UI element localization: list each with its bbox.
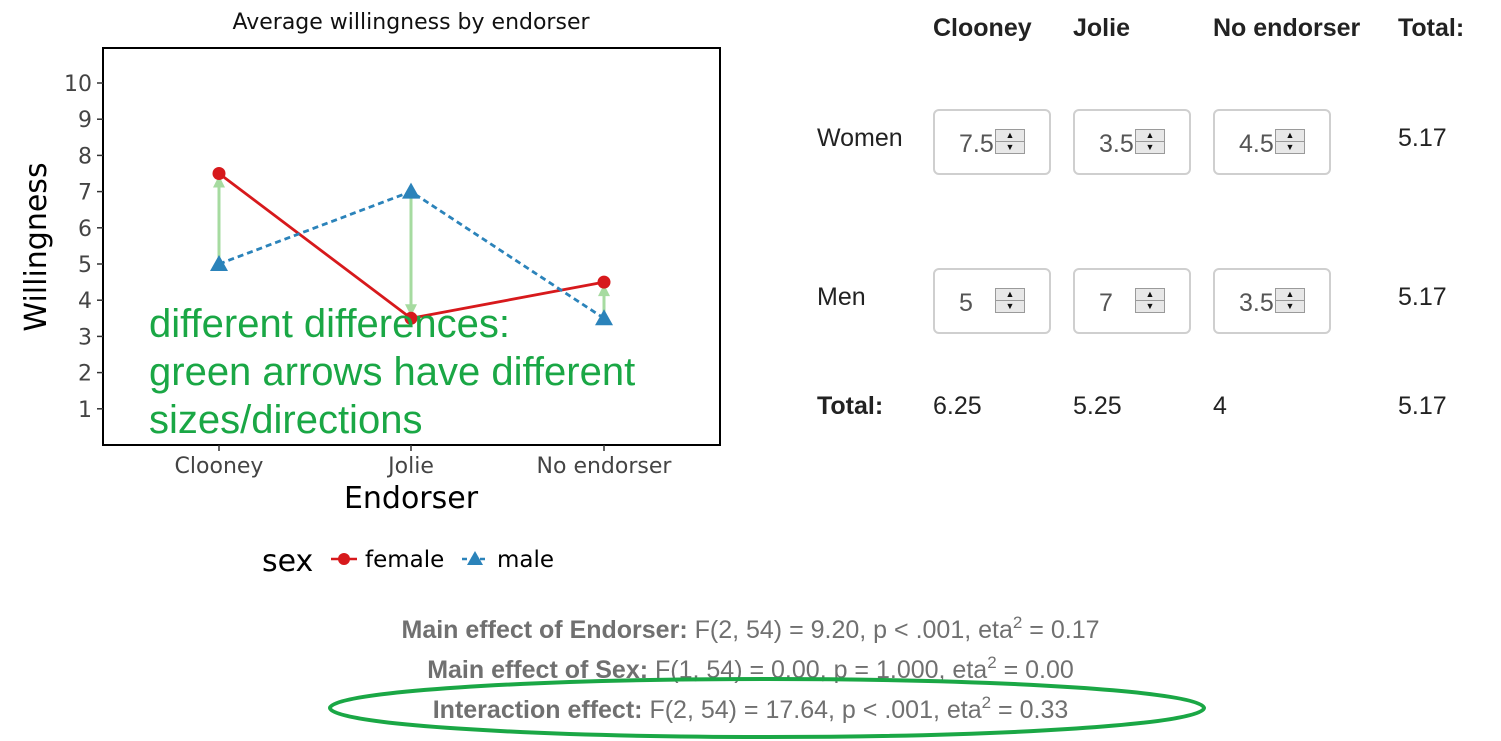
women-jolie-spinner: ▲ ▼ bbox=[1073, 109, 1191, 175]
x-axis-ticks: Clooney Jolie No endorser bbox=[175, 445, 673, 479]
men-total: 5.17 bbox=[1398, 283, 1447, 311]
men-jolie-spinner: ▲ ▼ bbox=[1073, 268, 1191, 334]
decrement-arrow-icon[interactable]: ▼ bbox=[1285, 301, 1295, 311]
spinner-buttons: ▲ ▼ bbox=[1135, 288, 1165, 313]
increment-arrow-icon[interactable]: ▲ bbox=[996, 130, 1024, 142]
y-tick-label: 3 bbox=[78, 325, 92, 350]
column-header-no-endorser: No endorser bbox=[1213, 14, 1361, 42]
interaction-chart: Average willingness by endorser 1 2 3 4 5 6 7 8… bbox=[19, 10, 721, 579]
legend-female-label: female bbox=[365, 547, 444, 573]
stat-sup: 2 bbox=[1012, 613, 1023, 632]
x-tick-label: Jolie bbox=[386, 454, 434, 479]
x-tick-label: Clooney bbox=[175, 454, 264, 479]
stat-sup: 2 bbox=[987, 653, 997, 672]
decrement-arrow-icon[interactable]: ▼ bbox=[1005, 142, 1015, 152]
spinner-buttons: ▲ ▼ bbox=[1275, 129, 1305, 154]
stat-value: F(2, 54) = 9.20, p < .001, eta bbox=[694, 616, 1013, 644]
data-point-female bbox=[212, 167, 226, 180]
chart-title: Average willingness by endorser bbox=[232, 10, 590, 35]
stat-value: F(1, 54) = 0.00, p = 1.000, eta bbox=[655, 656, 988, 684]
y-tick-label: 6 bbox=[78, 217, 92, 242]
difference-arrow-head bbox=[213, 175, 225, 188]
annotation-line: sizes/directions bbox=[149, 398, 422, 442]
total-jolie: 5.25 bbox=[1073, 392, 1122, 420]
spinner-buttons: ▲ ▼ bbox=[995, 129, 1025, 154]
row-label-women: Women bbox=[817, 124, 903, 152]
x-axis-label: Endorser bbox=[344, 481, 479, 516]
data-point-female bbox=[597, 275, 611, 289]
increment-arrow-icon[interactable]: ▲ bbox=[996, 289, 1024, 301]
women-no-endorser-spinner: ▲ ▼ bbox=[1213, 109, 1331, 175]
main-effect-endorser: Main effect of Endorser: F(2, 54) = 9.20… bbox=[0, 613, 1501, 645]
spinner-buttons: ▲ ▼ bbox=[1135, 129, 1165, 154]
annotation-line: different differences: bbox=[149, 302, 510, 346]
spinner-buttons: ▲ ▼ bbox=[995, 288, 1025, 313]
stat-label: Main effect of Endorser: bbox=[401, 616, 688, 644]
increment-arrow-icon[interactable]: ▲ bbox=[1136, 289, 1164, 301]
legend-male-marker bbox=[467, 551, 483, 565]
y-tick-label: 9 bbox=[78, 108, 92, 133]
interaction-effect: Interaction effect: F(2, 54) = 17.64, p … bbox=[0, 693, 1501, 725]
data-point-female bbox=[404, 311, 418, 325]
difference-arrow-head bbox=[405, 304, 417, 317]
y-tick-label: 10 bbox=[64, 72, 92, 97]
men-clooney-spinner: ▲ ▼ bbox=[933, 268, 1051, 334]
decrement-arrow-icon[interactable]: ▼ bbox=[1145, 142, 1155, 152]
data-point-male bbox=[402, 182, 420, 199]
increment-arrow-icon[interactable]: ▲ bbox=[1276, 130, 1304, 142]
spinner-buttons: ▲ ▼ bbox=[1275, 288, 1305, 313]
stat-tail: = 0.00 bbox=[1003, 656, 1074, 684]
y-tick-label: 5 bbox=[78, 253, 92, 278]
column-header-clooney: Clooney bbox=[933, 14, 1032, 42]
y-tick-label: 8 bbox=[78, 144, 92, 169]
legend-male-label: male bbox=[497, 547, 554, 573]
women-clooney-spinner: ▲ ▼ bbox=[933, 109, 1051, 175]
x-tick-label: No endorser bbox=[537, 454, 673, 479]
annotation-line: green arrows have different bbox=[149, 350, 635, 394]
total-clooney: 6.25 bbox=[933, 392, 982, 420]
legend-title: sex bbox=[262, 544, 313, 579]
series-points bbox=[210, 167, 613, 326]
decrement-arrow-icon[interactable]: ▼ bbox=[1145, 301, 1155, 311]
men-no-endorser-spinner: ▲ ▼ bbox=[1213, 268, 1331, 334]
stat-tail: = 0.17 bbox=[1029, 616, 1100, 644]
row-label-men: Men bbox=[817, 283, 866, 311]
grand-total: 5.17 bbox=[1398, 392, 1447, 420]
y-axis-ticks: 1 2 3 4 5 6 7 8 9 10 bbox=[64, 72, 103, 423]
main-effect-sex: Main effect of Sex: F(1, 54) = 0.00, p =… bbox=[0, 653, 1501, 685]
stat-label: Main effect of Sex: bbox=[427, 656, 649, 684]
increment-arrow-icon[interactable]: ▲ bbox=[1276, 289, 1304, 301]
y-axis-label: Willingness bbox=[19, 162, 54, 331]
decrement-arrow-icon[interactable]: ▼ bbox=[1005, 301, 1015, 311]
increment-arrow-icon[interactable]: ▲ bbox=[1136, 130, 1164, 142]
annotation-text: different differences:green arrows have … bbox=[149, 302, 635, 442]
decrement-arrow-icon[interactable]: ▼ bbox=[1285, 142, 1295, 152]
stat-value: F(2, 54) = 17.64, p < .001, eta bbox=[649, 696, 982, 724]
stat-tail: = 0.33 bbox=[998, 696, 1069, 724]
difference-arrow-head bbox=[598, 284, 610, 297]
total-no-endorser: 4 bbox=[1213, 392, 1227, 420]
column-header-jolie: Jolie bbox=[1073, 14, 1130, 42]
stat-label: Interaction effect: bbox=[432, 696, 643, 724]
legend: sex female male bbox=[262, 544, 554, 579]
stat-sup: 2 bbox=[981, 693, 992, 712]
y-tick-label: 7 bbox=[78, 181, 92, 206]
y-tick-label: 1 bbox=[78, 398, 92, 423]
data-point-male bbox=[210, 255, 228, 271]
legend-female-marker bbox=[338, 553, 350, 565]
row-label-total: Total: bbox=[817, 392, 884, 420]
women-total: 5.17 bbox=[1398, 124, 1447, 152]
y-tick-label: 4 bbox=[78, 289, 92, 314]
column-header-total: Total: bbox=[1398, 14, 1465, 42]
data-point-male bbox=[595, 309, 613, 326]
y-tick-label: 2 bbox=[78, 362, 92, 387]
